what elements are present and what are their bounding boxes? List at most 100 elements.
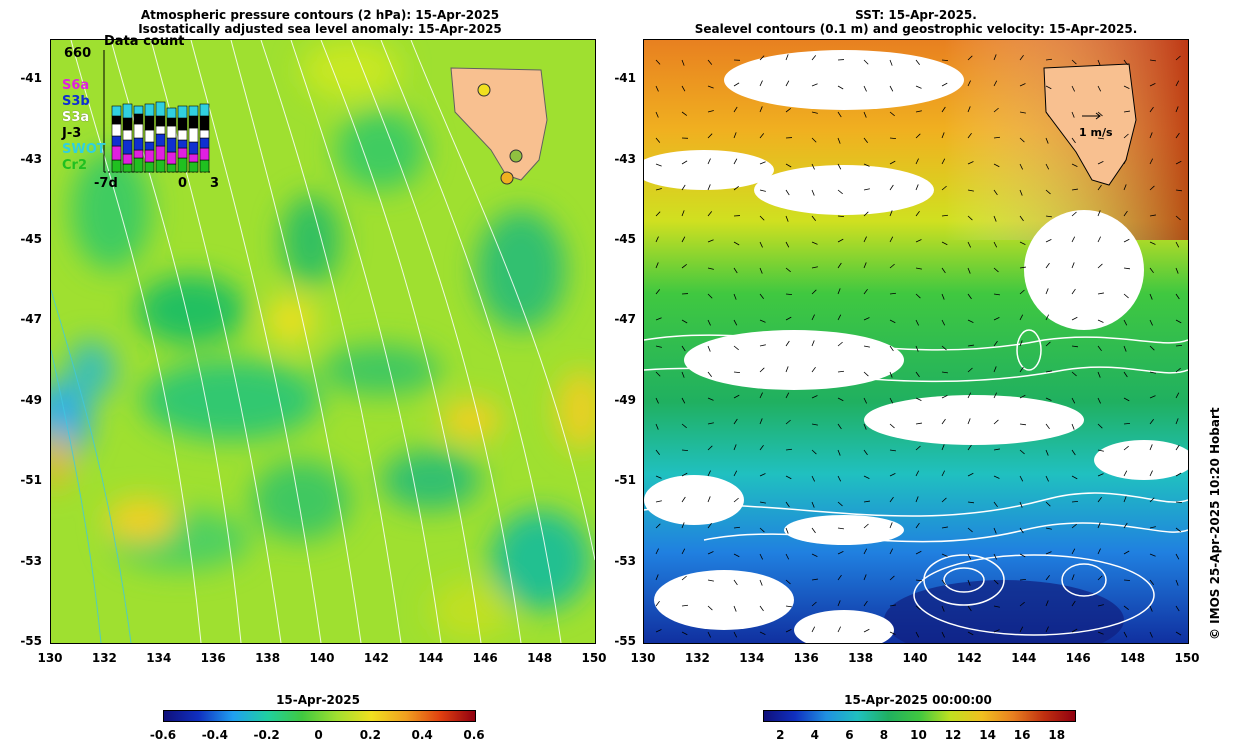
velocity-arrow <box>655 397 659 404</box>
velocity-arrow <box>785 475 792 480</box>
right-colorbar-tick: 6 <box>845 728 854 742</box>
velocity-arrow <box>993 215 997 222</box>
velocity-arrow <box>681 264 687 269</box>
velocity-arrow <box>681 575 687 581</box>
velocity-arrow <box>1019 111 1026 114</box>
velocity-arrow <box>1175 215 1181 221</box>
data-count-bar-segment <box>199 103 210 117</box>
velocity-arrow <box>707 445 713 451</box>
velocity-arrow <box>1123 470 1128 477</box>
velocity-arrow <box>967 367 973 373</box>
data-count-bar-segment <box>166 125 177 139</box>
velocity-arrow <box>1123 110 1130 113</box>
velocity-arrow <box>1071 345 1079 348</box>
velocity-arrow <box>1019 601 1025 607</box>
velocity-arrow <box>1149 241 1156 245</box>
velocity-arrow <box>1071 628 1078 633</box>
right-ytick: -41 <box>614 71 636 86</box>
velocity-arrow <box>655 85 659 92</box>
data-count-bars <box>103 50 210 173</box>
velocity-arrow <box>889 292 897 295</box>
velocity-arrow <box>811 449 817 455</box>
velocity-arrow <box>1097 575 1103 581</box>
velocity-arrow <box>655 548 659 555</box>
velocity-arrow <box>1123 293 1129 299</box>
velocity-arrow <box>1149 185 1155 191</box>
velocity-arrow <box>1045 551 1052 555</box>
velocity-arrow <box>681 449 689 452</box>
velocity-arrow <box>915 133 921 139</box>
velocity-arrow <box>811 395 818 399</box>
data-count-bar-segment <box>177 157 188 173</box>
velocity-arrow <box>1123 371 1128 378</box>
velocity-arrow <box>785 366 789 373</box>
velocity-arrow <box>1019 83 1026 87</box>
velocity-arrow <box>733 418 738 425</box>
sst-map[interactable] <box>643 39 1189 644</box>
right-colorbar-tick: 4 <box>810 728 819 742</box>
satellite-legend-item: S3b <box>62 94 90 109</box>
velocity-arrow <box>1071 85 1075 92</box>
velocity-arrow <box>915 345 919 352</box>
velocity-arrow <box>993 629 1000 633</box>
data-count-bar-segment <box>111 123 122 137</box>
velocity-arrow <box>785 340 790 347</box>
satellite-legend-item: S3a <box>62 110 90 125</box>
right-xtick: 148 <box>1120 651 1146 665</box>
velocity-arrow <box>1019 266 1026 269</box>
velocity-arrow <box>863 345 870 348</box>
velocity-arrow <box>655 262 659 269</box>
data-count-bar-segment <box>199 159 210 173</box>
velocity-arrow <box>759 473 766 477</box>
velocity-arrow <box>1045 370 1052 373</box>
velocity-arrow <box>1097 319 1104 323</box>
velocity-arrow <box>941 106 946 113</box>
velocity-arrow <box>837 423 842 430</box>
data-count-bar-segment <box>199 147 210 161</box>
data-count-bar-segment <box>133 123 144 139</box>
velocity-arrow <box>1019 163 1023 170</box>
velocity-arrow <box>785 579 791 585</box>
data-count-bar-segment <box>155 145 166 161</box>
velocity-arrow <box>811 366 816 373</box>
data-count-bar-segment <box>144 141 155 151</box>
velocity-arrow <box>967 189 974 192</box>
velocity-arrow <box>863 423 867 430</box>
data-count-bar-segment <box>111 135 122 147</box>
velocity-arrow <box>759 418 763 425</box>
velocity-arrow <box>967 80 971 87</box>
velocity-arrow <box>889 496 894 503</box>
data-count-max: 660 <box>64 46 92 61</box>
data-count-x-start: -7d <box>94 176 118 191</box>
velocity-arrow <box>1045 501 1051 507</box>
right-xtick: 130 <box>630 651 656 665</box>
velocity-arrow <box>941 345 947 351</box>
velocity-arrow <box>733 158 738 165</box>
velocity-arrow <box>1149 553 1156 557</box>
velocity-arrow <box>993 107 999 113</box>
velocity-arrow <box>707 522 712 529</box>
velocity-arrow <box>889 423 895 429</box>
data-count-bar-segment <box>144 161 155 173</box>
velocity-arrow <box>1045 475 1049 482</box>
velocity-arrow <box>1019 215 1024 222</box>
velocity-arrow <box>1045 262 1050 269</box>
data-count-bar-segment <box>133 113 144 125</box>
velocity-arrow <box>811 475 815 482</box>
velocity-arrow <box>1149 106 1154 113</box>
velocity-arrow <box>811 289 817 295</box>
velocity-arrow <box>655 423 659 430</box>
velocity-arrow <box>811 501 815 508</box>
velocity-arrow <box>967 267 971 274</box>
velocity-arrow <box>1123 496 1127 503</box>
velocity-arrow <box>889 263 895 269</box>
velocity-arrow <box>785 189 790 196</box>
velocity-arrow <box>889 59 893 66</box>
velocity-arrow <box>1045 163 1050 170</box>
velocity-arrow <box>863 449 868 456</box>
velocity-arrow <box>811 163 815 170</box>
right-colorbar-tick: 10 <box>910 728 927 742</box>
velocity-arrow <box>655 449 660 455</box>
velocity-arrow <box>993 605 1000 608</box>
velocity-arrow <box>1019 189 1023 196</box>
